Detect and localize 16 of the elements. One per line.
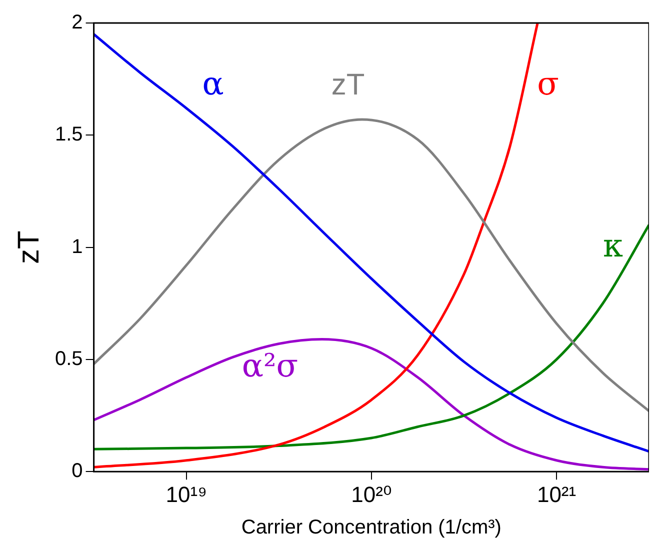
series-label: α [202,64,224,102]
y-tick-label: 0.5 [54,348,83,370]
y-tick-label: 1 [72,236,83,258]
y-axis-title: zT [12,230,46,264]
series-label: κ [603,226,623,264]
series-label: α²σ [242,346,298,384]
y-tick-label: 2 [72,12,83,34]
x-tick-label: 10²⁰ [351,482,392,507]
x-tick-label: 10²¹ [536,482,576,507]
series-label: σ [537,64,559,102]
y-tick-label: 0 [72,460,83,482]
line-series [94,32,649,453]
y-tick-label: 1.5 [54,124,83,146]
x-tick-label: 10¹⁹ [166,482,208,507]
x-axis-title: Carrier Concentration (1/cm³) [241,516,502,539]
series-label: zT [331,68,365,102]
